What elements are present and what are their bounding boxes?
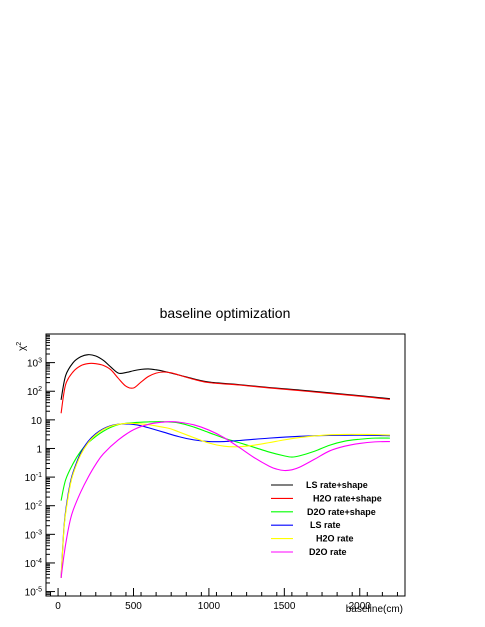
series-line-5 [60, 422, 390, 578]
y-tick-label: 10-3 [25, 529, 42, 541]
x-tick-label: 1000 [198, 601, 221, 612]
x-axis-label: baseline(cm) [346, 604, 403, 615]
y-tick-label: 103 [27, 358, 42, 370]
y-tick-label: 10-4 [25, 558, 42, 570]
legend-label: D2O rate [309, 547, 347, 557]
legend-label: D2O rate+shape [307, 507, 376, 517]
y-axis-label-exponent: 2 [16, 342, 23, 346]
y-axis-label-base: χ [17, 345, 28, 351]
y-tick-label: 102 [27, 386, 42, 398]
x-tick-label: 1500 [273, 601, 296, 612]
series-line-2 [60, 362, 390, 414]
x-tick-label: 2000 [349, 601, 372, 612]
legend-label: H2O rate [316, 534, 354, 544]
plot-frame [45, 333, 406, 597]
series-group [60, 354, 390, 578]
y-tick-label: 10 [31, 416, 43, 427]
legend-label: LS rate [310, 520, 341, 530]
y-tick-label: 1 [36, 444, 42, 455]
y-axis-label: χ2 [16, 342, 28, 351]
legend-label: LS rate+shape [306, 480, 368, 490]
y-tick-label: 10-2 [25, 501, 42, 513]
series-line-4 [60, 423, 390, 578]
legend: LS rate+shape H2O rate+shape D2O rate+shap… [271, 480, 382, 557]
y-tick-label: 10-1 [25, 472, 42, 484]
axis-ticks-group: 0 500 1000 1500 2000 10-5 10-4 10-3 10-2 10-1 1 10 1… [25, 334, 398, 612]
legend-label: H2O rate+shape [313, 493, 382, 503]
series-line-6 [60, 421, 390, 578]
chart-title: baseline optimization [160, 305, 291, 321]
plot-frame-group [45, 333, 406, 597]
y-tick-label: 10-5 [25, 587, 42, 599]
x-tick-label: 500 [125, 601, 142, 612]
x-tick-label: 0 [55, 601, 61, 612]
